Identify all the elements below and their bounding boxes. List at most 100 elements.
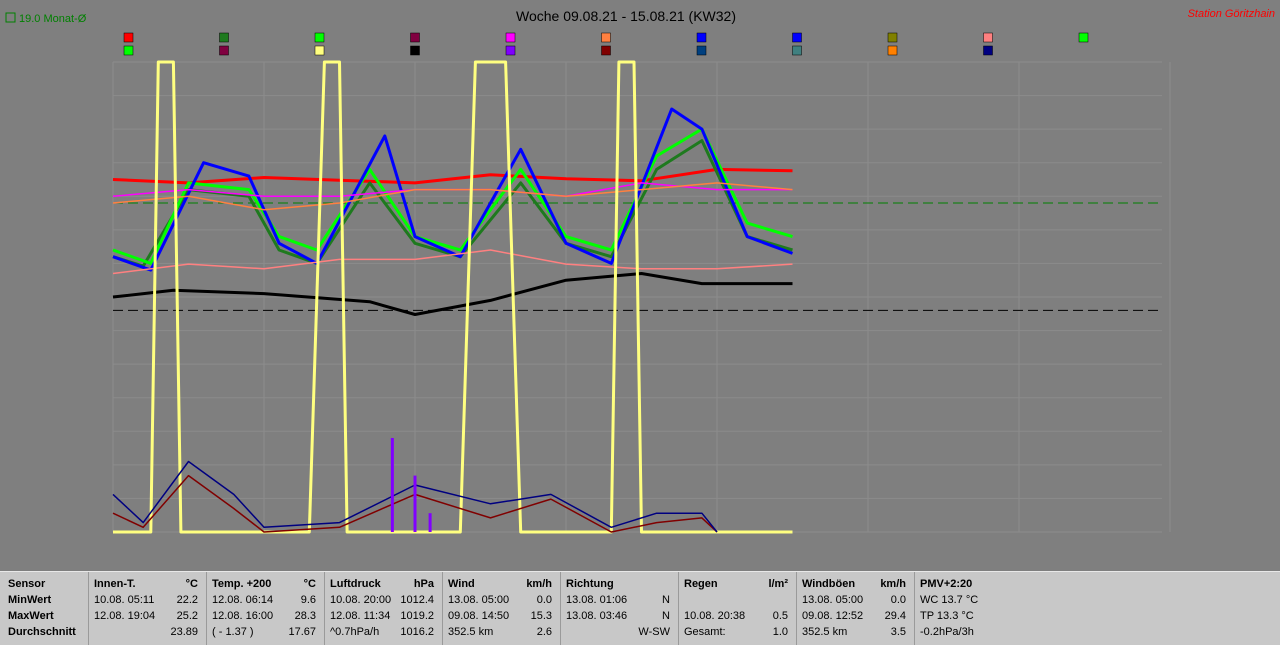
summary-min-value: 9.6: [300, 594, 316, 606]
series-line: [112, 167, 793, 185]
summary-trend: ( - 1.37 ): [212, 626, 254, 638]
summary-head: Temp. +200: [212, 578, 272, 590]
summary-total-value: 1.0: [772, 626, 788, 638]
summary-panel: Sensor MinWert MaxWert Durchschnitt Inne…: [0, 571, 1280, 645]
summary-pmv: PMV+2:20 WC 13.7 °C TP 13.3 °C -0.2hPa/3…: [914, 572, 1280, 645]
summary-unit: km/h: [526, 578, 552, 590]
summary-unit: °C: [303, 578, 316, 590]
legend-swatch: [792, 32, 802, 43]
chart-series: [112, 60, 794, 534]
legend-swatch: [601, 45, 611, 56]
summary-trend: ^0.7hPa/h: [330, 626, 380, 638]
legend-swatch: [123, 32, 134, 43]
legend-swatch: [410, 32, 420, 43]
chart-title: Woche 09.08.21 - 15.08.21 (KW32): [516, 8, 736, 24]
summary-min-time: 13.08. 05:00: [448, 594, 510, 606]
summary-max-value: 29.4: [884, 610, 906, 622]
summary-max-time: 12.08. 19:04: [94, 610, 156, 622]
summary-max-value: 28.3: [294, 610, 316, 622]
summary-min-time: 12.08. 06:14: [212, 594, 274, 606]
series-line: [112, 272, 793, 316]
legend-swatch: [219, 45, 229, 56]
summary-wind: Wind km/h 13.08. 05:00 0.0 09.08. 14:50 15.…: [442, 572, 561, 645]
summary-avg-value: 2.6: [536, 626, 552, 638]
legend-swatch: [983, 45, 993, 56]
summary-max-value: 25.2: [176, 610, 198, 622]
legend-swatch: [792, 45, 802, 56]
avg-legend-box: [5, 12, 16, 23]
summary-sensor: Sensor MinWert MaxWert Durchschnitt: [0, 572, 89, 645]
summary-unit: l/m²: [768, 578, 788, 590]
summary-unit: km/h: [880, 578, 906, 590]
summary-unit: °C: [185, 578, 198, 590]
station-name: Station Göritzhain: [1188, 8, 1275, 20]
summary-head: Windböen: [802, 578, 856, 590]
legend-swatch: [314, 32, 325, 43]
summary-max-time: 12.08. 11:34: [330, 610, 391, 622]
legend-swatch: [983, 32, 993, 43]
summary-temp200: Temp. +200 °C 12.08. 06:14 9.6 12.08. 16:0…: [206, 572, 325, 645]
summary-richtung: Richtung 13.08. 01:06 N 13.08. 03:46 N W-S…: [560, 572, 679, 645]
summary-min-value: 1012.4: [400, 594, 434, 606]
chart-legend: [123, 32, 1089, 56]
summary-max-value: 1019.2: [400, 610, 434, 622]
summary-min-time: 10.08. 05:11: [94, 594, 155, 606]
summary-unit: hPa: [413, 578, 434, 590]
summary-innen: Innen-T. °C 10.08. 05:11 22.2 12.08. 19:04…: [88, 572, 207, 645]
summary-head: Sensor: [8, 578, 46, 590]
summary-druck: Luftdruck hPa 10.08. 20:00 1012.4 12.08. 1…: [324, 572, 443, 645]
summary-min-value: 22.2: [176, 594, 198, 606]
summary-windchill: WC 13.7 °C: [920, 594, 979, 606]
summary-distance: 352.5 km: [802, 626, 848, 638]
summary-head: Wind: [448, 578, 475, 590]
series-line: [112, 127, 793, 265]
series-line: [112, 107, 794, 272]
summary-head: Innen-T.: [94, 578, 136, 590]
summary-min-time: 13.08. 01:06: [566, 594, 628, 606]
legend-swatch: [505, 45, 516, 56]
summary-total-label: Gesamt:: [684, 626, 726, 638]
series-line: [113, 60, 793, 534]
summary-avg-value: W-SW: [638, 626, 670, 638]
summary-head: Regen: [684, 578, 718, 590]
summary-max-time: 13.08. 03:46: [566, 610, 628, 622]
legend-swatch: [887, 45, 898, 56]
summary-max-time: 10.08. 20:38: [684, 610, 746, 622]
chart-grid: [112, 61, 1171, 533]
summary-head: Luftdruck: [330, 578, 381, 590]
summary-regen: Regen l/m² 10.08. 20:38 0.5 Gesamt: 1.0: [678, 572, 797, 645]
summary-max-label: MaxWert: [8, 610, 54, 622]
legend-swatch: [123, 45, 134, 56]
summary-avg-value: 23.89: [170, 626, 198, 638]
legend-swatch: [410, 45, 420, 56]
summary-avg-value: 1016.2: [400, 626, 434, 638]
summary-avg-label: Durchschnitt: [8, 626, 76, 638]
summary-min-time: 10.08. 20:00: [330, 594, 392, 606]
summary-min-value: 0.0: [536, 594, 552, 606]
legend-swatch: [1078, 32, 1089, 43]
summary-max-value: 15.3: [530, 610, 552, 622]
summary-max-value: N: [662, 610, 670, 622]
summary-avg-value: 17.67: [288, 626, 316, 638]
summary-max-time: 09.08. 12:52: [802, 610, 864, 622]
summary-min-value: N: [662, 594, 670, 606]
summary-head: PMV+2:20: [920, 578, 973, 590]
summary-distance: 352.5 km: [448, 626, 494, 638]
summary-min-label: MinWert: [8, 594, 52, 606]
summary-max-value: 0.5: [772, 610, 788, 622]
summary-max-time: 09.08. 14:50: [448, 610, 510, 622]
weather-chart: Woche 09.08.21 - 15.08.21 (KW32) Station…: [5, 8, 1275, 534]
series-line: [112, 182, 793, 211]
legend-swatch: [314, 45, 325, 56]
summary-avg-value: 3.5: [890, 626, 906, 638]
summary-boen: Windböen km/h 13.08. 05:00 0.0 09.08. 12:5…: [796, 572, 915, 645]
summary-min-time: 13.08. 05:00: [802, 594, 864, 606]
avg-label: 19.0 Monat-Ø: [19, 13, 87, 25]
summary-max-time: 12.08. 16:00: [212, 610, 274, 622]
summary-pressure-trend: -0.2hPa/3h: [920, 626, 974, 638]
legend-swatch: [696, 32, 707, 43]
legend-swatch: [887, 32, 898, 43]
legend-swatch: [696, 45, 707, 56]
series-line: [112, 249, 793, 275]
